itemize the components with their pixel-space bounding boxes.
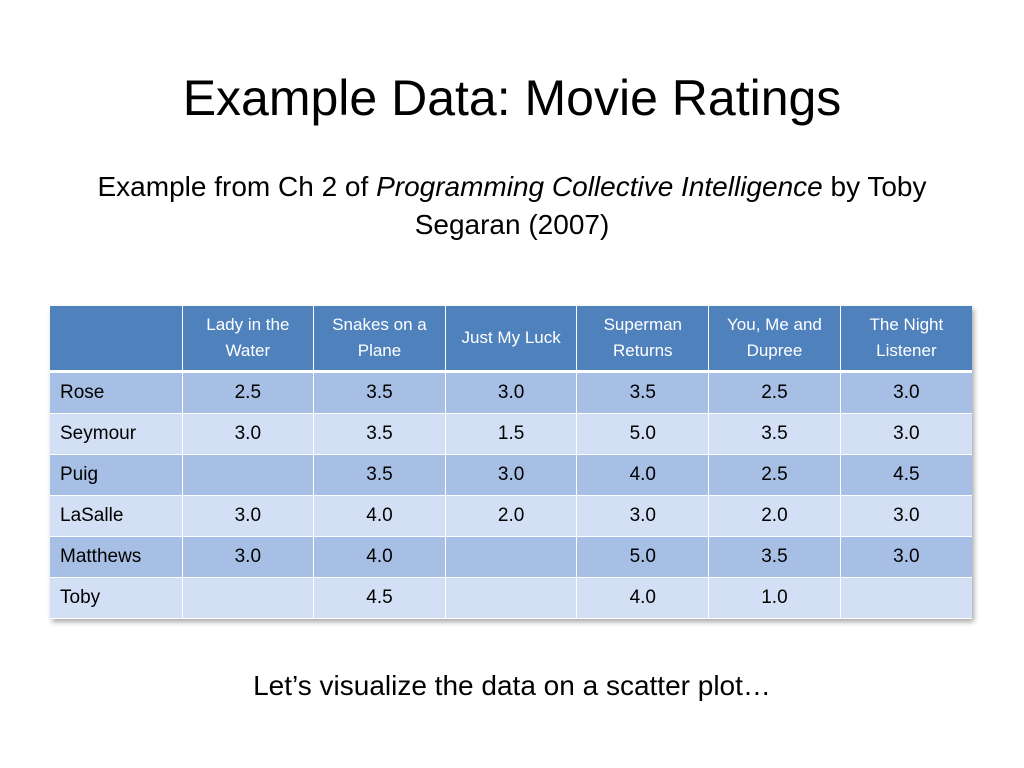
table-row: Toby 4.5 4.0 1.0 [50, 577, 972, 619]
footer-note: Let’s visualize the data on a scatter pl… [253, 670, 771, 701]
column-header-just-my-luck: Just My Luck [445, 306, 578, 373]
rating-cell: 3.0 [182, 536, 315, 578]
rating-cell: 5.0 [576, 413, 710, 455]
table-row: Puig 3.5 3.0 4.0 2.5 4.5 [50, 454, 972, 496]
column-header-snakes-on-a-plane: Snakes on a Plane [313, 306, 446, 373]
rating-cell: 2.5 [182, 371, 315, 414]
rating-cell [182, 454, 315, 496]
row-name-cell: LaSalle [50, 495, 183, 537]
row-name-cell: Seymour [50, 413, 183, 455]
slide-subtitle: Example from Ch 2 of Programming Collect… [92, 168, 932, 244]
rating-cell: 4.0 [576, 454, 710, 496]
rating-cell [182, 577, 315, 619]
table-header-row: Lady in the Water Snakes on a Plane Just… [50, 306, 972, 373]
rating-cell: 2.0 [708, 495, 841, 537]
rating-cell: 5.0 [576, 536, 710, 578]
table-row: Rose 2.5 3.5 3.0 3.5 2.5 3.0 [50, 371, 972, 414]
rating-cell: 3.0 [840, 413, 972, 455]
rating-cell: 3.5 [708, 413, 841, 455]
row-name-cell: Matthews [50, 536, 183, 578]
rating-cell: 3.0 [576, 495, 710, 537]
rating-cell: 3.0 [445, 371, 578, 414]
row-name-cell: Rose [50, 371, 183, 414]
rating-cell: 3.5 [708, 536, 841, 578]
table-row: Seymour 3.0 3.5 1.5 5.0 3.5 3.0 [50, 413, 972, 455]
rating-cell: 4.5 [313, 577, 446, 619]
table-row: Matthews 3.0 4.0 5.0 3.5 3.0 [50, 536, 972, 578]
rating-cell [445, 577, 578, 619]
column-header-lady-in-the-water: Lady in the Water [182, 306, 315, 373]
book-title: Programming Collective Intelligence [376, 171, 823, 202]
rating-cell: 1.5 [445, 413, 578, 455]
row-name-cell: Toby [50, 577, 183, 619]
rating-cell: 3.0 [840, 495, 972, 537]
slide-title: Example Data: Movie Ratings [182, 70, 842, 126]
rating-cell: 4.0 [313, 536, 446, 578]
rating-cell: 3.0 [182, 495, 315, 537]
rating-cell: 3.0 [840, 371, 972, 414]
table-row: LaSalle 3.0 4.0 2.0 3.0 2.0 3.0 [50, 495, 972, 537]
column-header-the-night-listener: The Night Listener [840, 306, 972, 373]
column-header-superman-returns: Superman Returns [576, 306, 710, 373]
rating-cell: 3.0 [182, 413, 315, 455]
rating-cell [445, 536, 578, 578]
rating-cell: 2.0 [445, 495, 578, 537]
rating-cell: 2.5 [708, 454, 841, 496]
rating-cell: 3.5 [313, 413, 446, 455]
movie-ratings-table: Lady in the Water Snakes on a Plane Just… [50, 306, 972, 619]
row-name-cell: Puig [50, 454, 183, 496]
rating-cell: 2.5 [708, 371, 841, 414]
rating-cell: 3.0 [840, 536, 972, 578]
rating-cell: 3.5 [313, 371, 446, 414]
rating-cell: 3.0 [445, 454, 578, 496]
rating-cell: 4.0 [576, 577, 710, 619]
rating-cell: 1.0 [708, 577, 841, 619]
rating-cell: 3.5 [576, 371, 710, 414]
subtitle-suffix: by Toby Segaran (2007) [414, 171, 927, 240]
subtitle-prefix: Example from Ch 2 of [97, 171, 377, 202]
column-header-you-me-and-dupree: You, Me and Dupree [708, 306, 841, 373]
rating-cell: 4.5 [840, 454, 972, 496]
rating-cell: 4.0 [313, 495, 446, 537]
corner-header-cell [50, 306, 183, 373]
rating-cell: 3.5 [313, 454, 446, 496]
rating-cell [840, 577, 972, 619]
